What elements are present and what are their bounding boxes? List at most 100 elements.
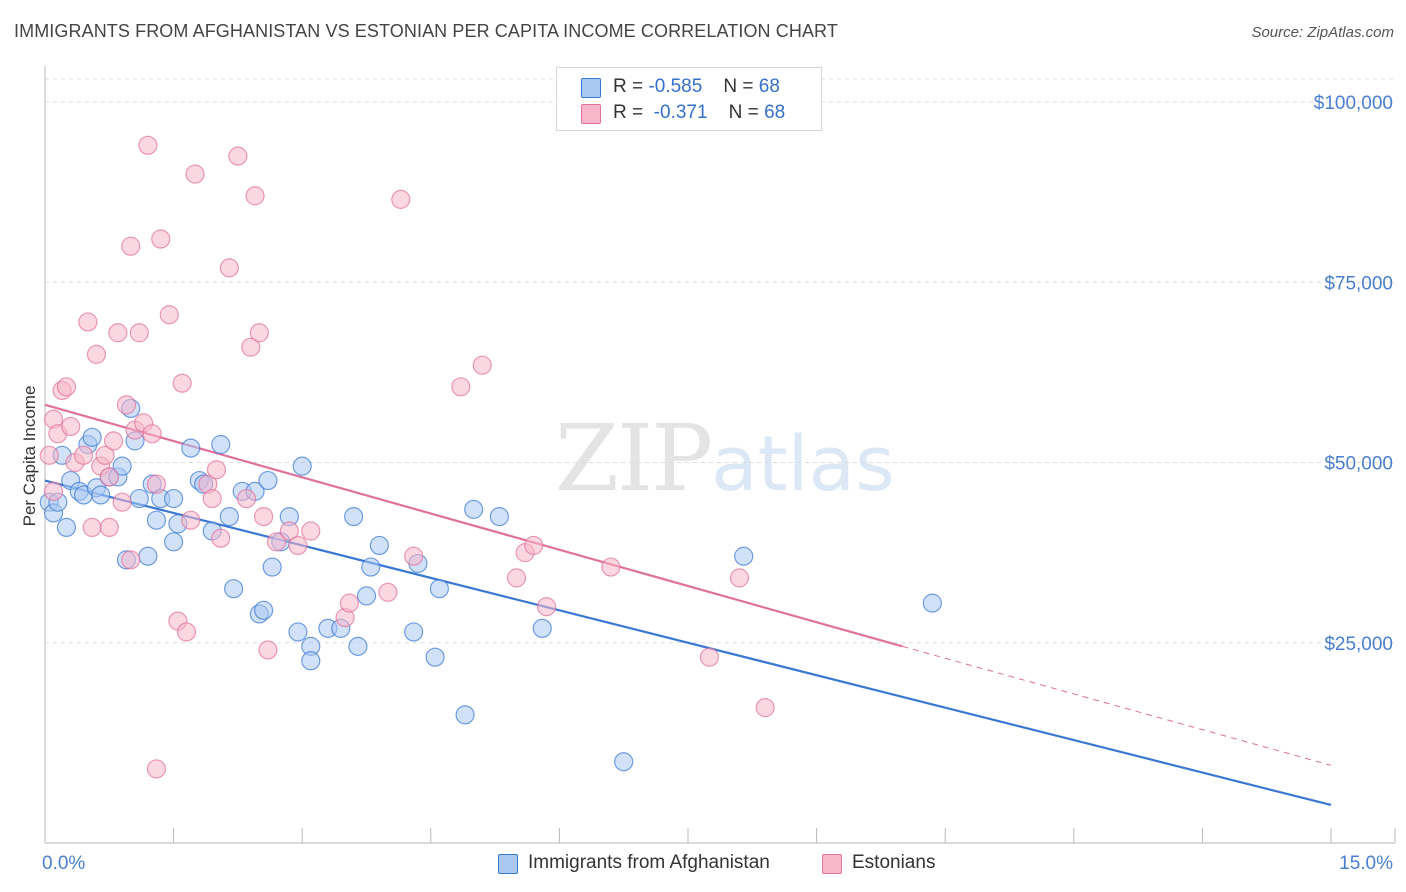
data-point <box>202 488 222 509</box>
watermark-zip: ZIP <box>555 405 713 512</box>
data-point <box>78 312 98 332</box>
trend-line <box>902 645 1332 766</box>
data-point <box>91 485 111 505</box>
y-tick-label: $75,000 <box>1324 273 1393 294</box>
r-value: -0.371 <box>653 102 708 123</box>
r-label: R = <box>613 76 644 97</box>
data-point <box>729 568 750 588</box>
data-point <box>99 467 119 487</box>
data-point <box>262 557 282 577</box>
x-tick-label: 15.0% <box>1339 853 1393 874</box>
data-point <box>206 460 227 480</box>
data-point <box>129 323 149 343</box>
data-point <box>755 698 775 718</box>
data-point <box>699 647 720 667</box>
data-point <box>181 438 201 458</box>
data-point <box>429 579 449 599</box>
y-tick-label: $25,000 <box>1324 634 1393 655</box>
legend-swatch-blue <box>498 854 518 874</box>
data-point <box>249 323 269 343</box>
data-point <box>339 593 359 613</box>
data-point <box>922 593 942 613</box>
y-tick-label: $100,000 <box>1314 93 1393 114</box>
data-point <box>82 517 102 538</box>
data-point <box>121 550 141 570</box>
legend-label: Immigrants from Afghanistan <box>528 852 770 873</box>
n-label: N = <box>728 102 759 123</box>
data-point <box>378 582 398 602</box>
data-point <box>56 517 77 538</box>
data-point <box>524 535 544 556</box>
data-point <box>164 532 184 552</box>
data-point <box>245 186 265 206</box>
x-tick-label: 0.0% <box>42 853 85 874</box>
data-point <box>455 705 475 725</box>
data-point <box>734 546 754 566</box>
data-point <box>146 759 167 779</box>
data-point <box>108 323 128 343</box>
data-point <box>451 377 471 397</box>
data-point <box>39 445 59 465</box>
n-value: 68 <box>764 102 786 123</box>
data-point <box>129 488 149 509</box>
trend-line <box>44 479 1332 807</box>
data-point <box>425 647 445 667</box>
data-point <box>142 424 162 444</box>
data-point <box>103 431 124 451</box>
data-point <box>344 506 364 527</box>
data-point <box>369 535 389 556</box>
data-point <box>95 445 115 465</box>
data-point <box>292 456 312 476</box>
legend-swatch-blue <box>581 78 601 98</box>
data-point <box>472 355 492 375</box>
watermark: ZIPatlas <box>555 405 895 512</box>
data-point <box>43 481 64 501</box>
data-point <box>224 579 244 599</box>
data-point <box>176 622 197 642</box>
data-point <box>181 510 201 530</box>
data-point <box>601 557 621 577</box>
data-point <box>228 146 248 166</box>
data-point <box>532 618 552 638</box>
data-point <box>464 499 484 519</box>
data-point <box>404 622 424 642</box>
trend-lines <box>44 403 1332 807</box>
data-point <box>82 427 102 447</box>
data-point <box>391 189 411 209</box>
data-point <box>56 377 77 397</box>
data-point <box>159 305 179 325</box>
data-point <box>266 532 287 552</box>
data-point <box>116 395 137 415</box>
grid-lines <box>45 78 1395 644</box>
data-point <box>258 640 278 660</box>
data-point <box>506 568 527 588</box>
data-point <box>348 636 368 656</box>
data-point <box>254 600 274 620</box>
y-tick-label: $50,000 <box>1324 454 1393 475</box>
axis-labels: $25,000 $50,000 $75,000 $100,000 0.0% 15.0% Pe… <box>20 93 1393 874</box>
legend-row-text: R = -0.371 N = 68 <box>613 102 785 124</box>
data-point <box>356 586 377 606</box>
watermark-atlas: atlas <box>711 419 895 508</box>
data-point <box>288 535 308 556</box>
correlation-legend: R = -0.585 N = 68 R = -0.371 N = 68 <box>556 67 822 131</box>
data-point <box>151 229 171 249</box>
data-point <box>219 506 239 527</box>
data-point <box>121 236 141 256</box>
data-point <box>536 597 557 617</box>
data-point <box>404 546 424 566</box>
data-point <box>164 488 184 509</box>
data-point <box>73 445 94 465</box>
data-point <box>254 506 274 527</box>
data-point <box>279 521 299 541</box>
legend-label: Estonians <box>852 852 936 873</box>
r-value: -0.585 <box>648 76 703 97</box>
source-note: Source: ZipAtlas.com <box>1251 24 1394 41</box>
r-label: R = <box>613 102 644 123</box>
data-point <box>236 488 257 509</box>
data-point <box>61 416 81 437</box>
chart-title: IMMIGRANTS FROM AFGHANISTAN VS ESTONIAN … <box>14 21 838 41</box>
data-point <box>258 470 278 491</box>
data-point <box>146 474 167 494</box>
